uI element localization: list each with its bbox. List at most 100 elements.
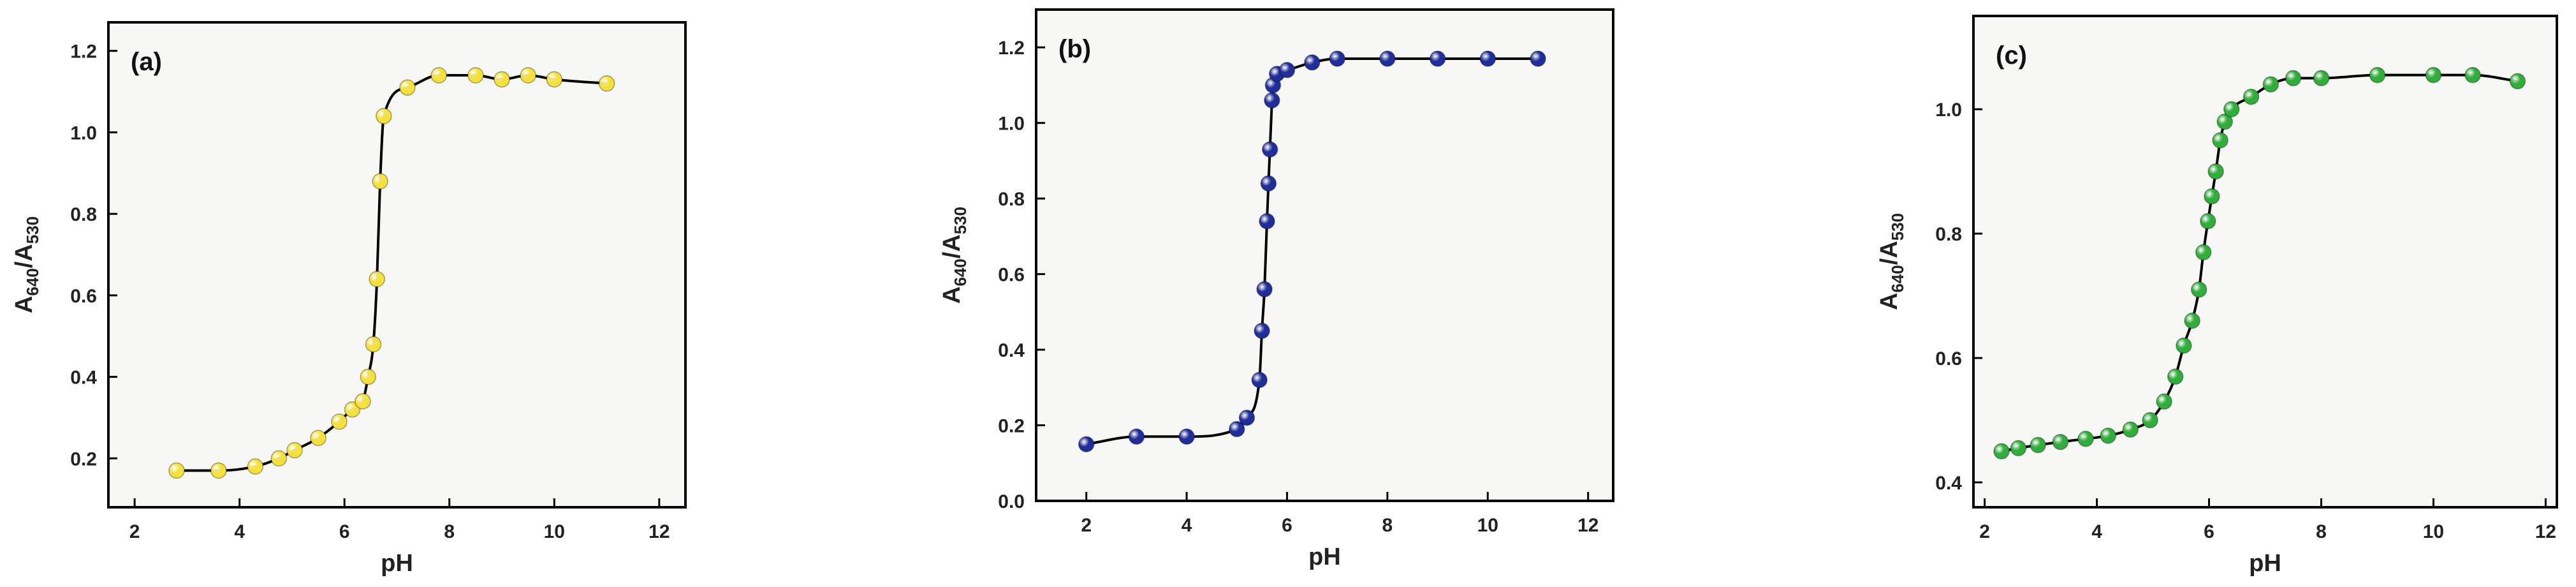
data-point-b-3 [1229,420,1245,438]
data-point-b-17 [1379,50,1396,67]
data-point-c-26 [2464,66,2481,84]
data-point-c-5 [2100,427,2116,444]
y-axis-title-a: A640/A530 [11,216,42,313]
data-point-b-20 [1530,50,1546,67]
data-point-c-19 [2223,101,2240,117]
y-tick-label-a-5: 1.2 [70,41,97,63]
chart-panel-c: (c) pH A640/A530 2 4 6 8 10 12 0.4 0.6 0.8 1.0 [1876,15,2558,577]
data-point-b-0 [1078,436,1095,452]
x-tick-label-c-3: 8 [2316,521,2327,542]
data-point-c-12 [2190,281,2207,298]
data-point-b-8 [1259,212,1275,230]
data-point-a-5 [310,429,326,447]
data-point-c-1 [2010,440,2027,457]
y-tick-label-c-2: 0.8 [1935,224,1962,245]
data-point-b-9 [1260,175,1277,192]
plot-frame-c [1972,15,2558,509]
y-tick-label-b-4: 0.8 [998,189,1025,210]
data-point-a-18 [520,67,536,84]
data-point-a-17 [494,71,510,88]
y-axis-title-sub1-b: 640 [951,258,970,286]
data-point-a-2 [247,458,264,475]
x-tick-label-c-0: 2 [1979,521,1990,542]
data-point-b-6 [1254,322,1270,339]
y-axis-title-sub2-a: 530 [23,216,42,244]
panel-label-b: (b) [1058,35,1091,63]
y-tick-label-b-3: 0.6 [998,265,1025,286]
data-point-c-4 [2077,431,2094,447]
data-point-b-14 [1278,62,1296,78]
x-tick-label-c-1: 4 [2091,521,2102,542]
y-tick-label-a-1: 0.4 [70,368,97,389]
y-tick-label-b-1: 0.2 [998,416,1025,437]
data-point-a-4 [286,442,303,459]
data-point-a-7 [344,401,361,418]
data-point-a-15 [430,67,448,84]
x-tick-label-b-5: 12 [1577,515,1599,536]
x-tick-label-a-5: 12 [648,521,670,542]
x-axis-title-c: pH [2249,550,2281,577]
data-point-a-16 [467,67,484,84]
data-point-b-18 [1429,50,1446,67]
ticks-a: 2 4 6 8 10 12 0.2 0.4 0.6 0.8 1.0 1.2 [70,41,670,542]
y-axis-title-sub1-c: 640 [1888,265,1907,292]
data-point-c-2 [2030,436,2046,454]
y-tick-label-b-0: 0.0 [998,491,1025,512]
data-point-c-7 [2142,412,2158,429]
data-point-c-3 [2052,433,2069,450]
x-tick-label-b-2: 6 [1282,515,1292,536]
x-tick-label-a-1: 4 [234,521,245,542]
data-point-c-25 [2425,66,2442,84]
y-axis-title-b: A640/A530 [939,207,970,304]
y-axis-title-sub2-b: 530 [951,207,970,234]
data-point-a-6 [331,413,348,430]
x-tick-label-c-2: 6 [2204,521,2214,542]
y-tick-label-b-2: 0.4 [998,340,1025,361]
y-axis-title-sep-b: /A [939,234,965,258]
data-point-c-14 [2200,212,2216,230]
data-point-b-4 [1238,409,1255,426]
x-tick-label-b-3: 8 [1382,515,1393,536]
data-point-b-7 [1256,281,1273,298]
data-point-a-8 [355,393,371,410]
data-point-c-6 [2122,421,2139,438]
data-point-c-27 [2509,73,2526,90]
x-tick-label-a-4: 10 [544,521,565,542]
x-tick-label-a-3: 8 [444,521,455,542]
panel-label-a: (a) [131,48,162,76]
data-point-a-0 [168,462,185,479]
data-point-b-10 [1261,141,1278,158]
chart-panel-a: (a) pH A640/A530 2 4 6 8 10 12 0.2 0.4 0.6 0.8 1.0… [11,21,687,577]
y-tick-label-a-0: 0.2 [70,449,97,470]
x-tick-label-a-2: 6 [339,521,350,542]
plot-frame-a [107,21,687,509]
data-point-b-2 [1178,428,1195,445]
y-tick-label-a-4: 1.0 [70,123,97,144]
data-point-c-13 [2195,244,2212,261]
y-tick-label-b-5: 1.0 [998,114,1025,135]
data-point-c-20 [2243,88,2260,105]
x-tick-label-b-1: 4 [1182,515,1192,536]
panel-label-c: (c) [1996,41,2027,70]
x-tick-label-a-0: 2 [129,521,140,542]
data-point-a-12 [372,173,388,189]
x-axis-title-a: pH [381,550,413,577]
data-point-b-1 [1128,428,1145,445]
data-points-a [168,67,615,479]
data-point-c-17 [2212,132,2228,149]
y-axis-title-sep-a: /A [11,244,38,268]
data-point-a-13 [376,108,392,124]
data-point-b-19 [1479,50,1497,67]
ticks-b: 2 4 6 8 10 12 0.0 0.2 0.4 0.6 0.8 1.0 1.2 [998,38,1599,536]
data-point-b-15 [1304,54,1321,71]
x-tick-label-c-5: 12 [2535,521,2556,542]
data-point-b-16 [1329,50,1345,67]
y-tick-label-c-3: 1.0 [1935,100,1962,121]
data-point-c-11 [2184,312,2200,329]
y-axis-title-sub1-a: 640 [23,268,42,295]
data-point-c-22 [2285,70,2302,87]
data-point-c-8 [2156,393,2172,410]
data-point-c-16 [2207,163,2224,180]
x-tick-label-c-4: 10 [2423,521,2444,542]
